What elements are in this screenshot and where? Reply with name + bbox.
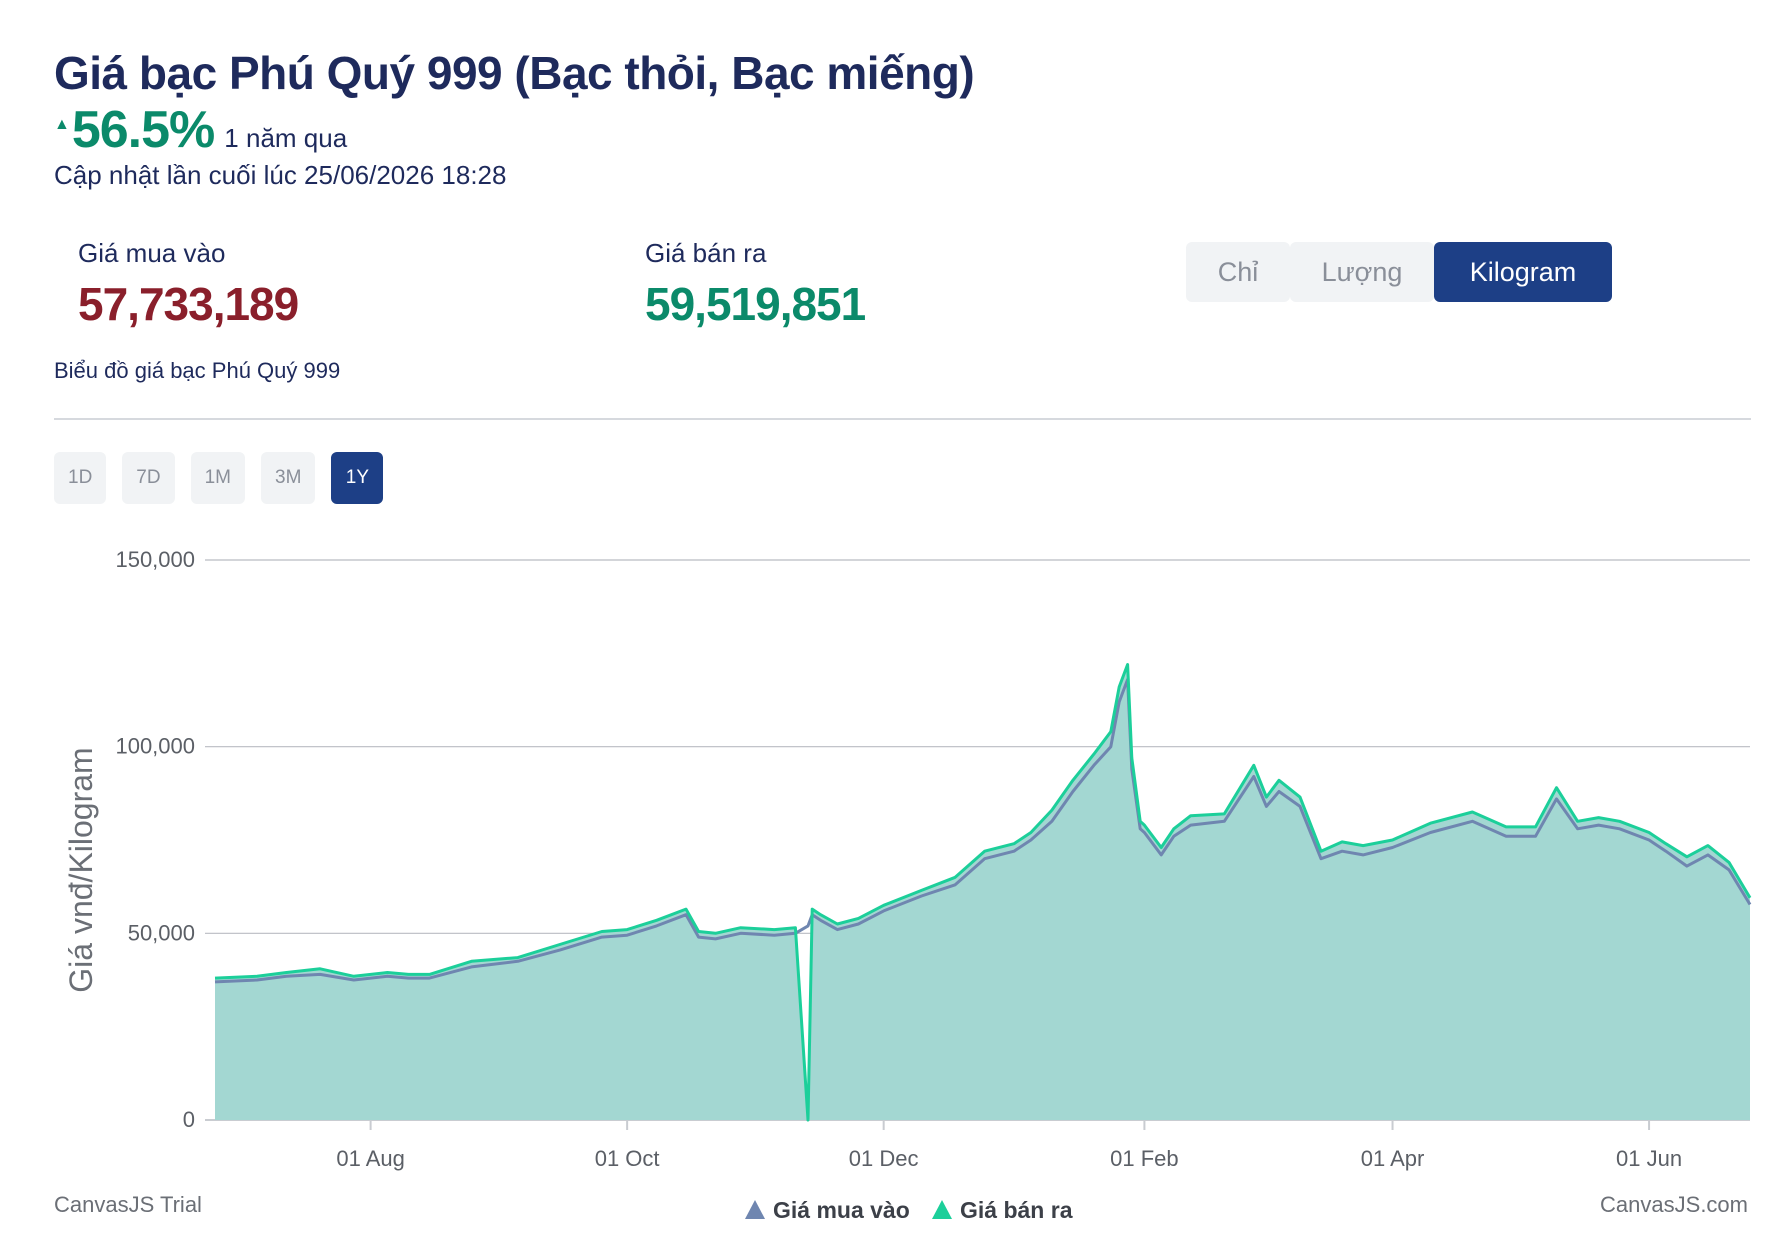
series-line-buy <box>214 678 1752 984</box>
y-axis-label: Giá vnđ/Kilogram <box>63 747 99 992</box>
range-tab-1d[interactable]: 1D <box>54 452 107 504</box>
legend-marker-sell <box>932 1200 952 1219</box>
buy-price-value: 57,733,189 <box>78 278 299 330</box>
divider <box>54 418 1751 420</box>
x-tick-label-4: 01 Apr <box>1361 1146 1425 1171</box>
range-tab-1m[interactable]: 1M <box>190 452 245 504</box>
legend-label-sell: Giá bán ra <box>960 1197 1073 1223</box>
legend-label-buy: Giá mua vào <box>773 1197 910 1223</box>
x-tick-label-2: 01 Dec <box>849 1146 919 1171</box>
watermark-right: CanvasJS.com <box>1600 1192 1748 1217</box>
y-tick-label-1: 50,000 <box>128 920 195 945</box>
price-chart[interactable]: 0 50,000 100,000 150,000 01 Aug 01 Oct 01 Dec 0… <box>0 530 1780 1230</box>
x-tick-label-3: 01 Feb <box>1110 1146 1179 1171</box>
price-change: ▲ 56.5% 1 năm qua <box>54 100 347 160</box>
x-tick-label-5: 01 Jun <box>1616 1146 1682 1171</box>
y-tick-label-0: 0 <box>183 1107 195 1132</box>
unit-tab-kilogram[interactable]: Kilogram <box>1434 242 1612 302</box>
buy-price-block: Giá mua vào 57,733,189 <box>78 238 299 331</box>
last-updated: Cập nhật lần cuối lúc 25/06/2026 18:28 <box>54 160 507 190</box>
range-tab-1y[interactable]: 1Y <box>331 452 384 504</box>
legend-marker-buy <box>745 1200 765 1219</box>
series-line-sell <box>214 663 1752 1122</box>
watermark-left: CanvasJS Trial <box>54 1192 202 1217</box>
unit-tab-chi[interactable]: Chỉ <box>1186 242 1290 302</box>
area-fill <box>215 664 1750 1120</box>
up-arrow-icon: ▲ <box>54 116 70 133</box>
range-tab-3m[interactable]: 3M <box>261 452 316 504</box>
range-tab-7d[interactable]: 7D <box>122 452 175 504</box>
page-title: Giá bạc Phú Quý 999 (Bạc thỏi, Bạc miếng… <box>54 47 975 99</box>
range-selector: 1D 7D 1M 3M 1Y <box>54 452 384 504</box>
unit-tab-luong[interactable]: Lượng <box>1290 242 1434 302</box>
change-period: 1 năm qua <box>224 123 348 153</box>
sell-price-value: 59,519,851 <box>645 278 866 330</box>
x-tick-label-1: 01 Oct <box>595 1146 660 1171</box>
y-tick-label-2: 100,000 <box>115 734 195 759</box>
y-tick-label-3: 150,000 <box>115 547 195 572</box>
buy-price-label: Giá mua vào <box>78 238 226 268</box>
change-percent: 56.5% <box>71 101 215 159</box>
sell-price-label: Giá bán ra <box>645 238 767 268</box>
sell-price-block: Giá bán ra 59,519,851 <box>645 238 866 331</box>
chart-subtitle: Biểu đồ giá bạc Phú Quý 999 <box>54 358 341 383</box>
unit-selector: Chỉ Lượng Kilogram <box>1186 242 1612 302</box>
x-tick-label-0: 01 Aug <box>336 1146 405 1171</box>
